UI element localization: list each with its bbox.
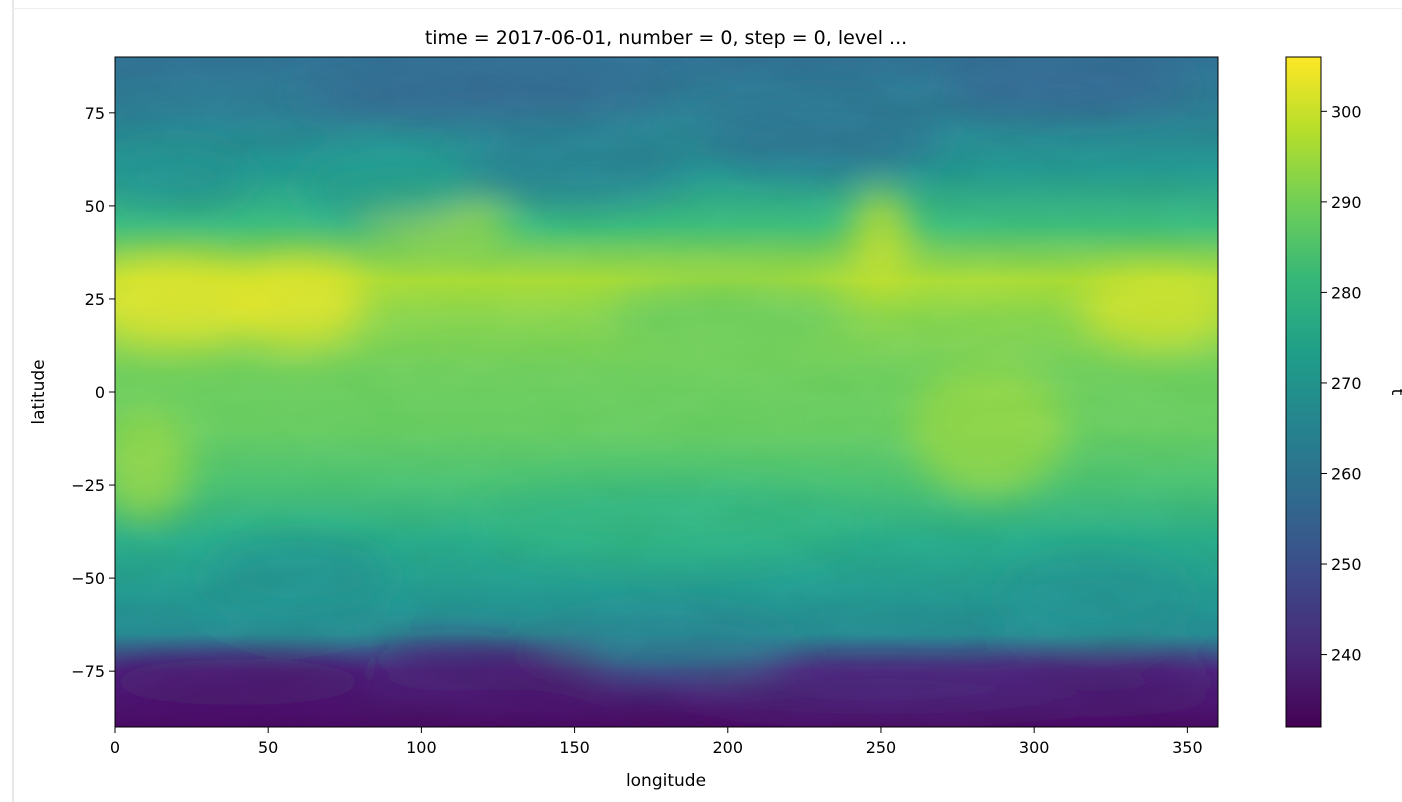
x-axis-ticks: 0 50 100 150 200 250 300 350 — [110, 727, 1203, 757]
y-tick-label: −75 — [71, 662, 105, 681]
heatmap-plot-area — [115, 57, 1218, 727]
colorbar-tick-label: 270 — [1331, 374, 1362, 393]
y-tick-label: 25 — [85, 290, 105, 309]
y-tick-label: −25 — [71, 476, 105, 495]
colorbar-label: t — [1387, 389, 1402, 396]
colorbar-tick-label: 300 — [1331, 102, 1362, 121]
colorbar-tick-label: 250 — [1331, 555, 1362, 574]
colorbar — [1285, 56, 1322, 728]
y-tick-label: 0 — [95, 383, 105, 402]
heatmap-texture — [115, 57, 1218, 727]
colorbar-ticks: 300 290 280 270 260 250 240 — [1321, 102, 1362, 665]
x-tick-label: 350 — [1172, 738, 1203, 757]
x-tick-label: 250 — [866, 738, 897, 757]
colorbar-tick-label: 290 — [1331, 193, 1362, 212]
x-tick-label: 200 — [713, 738, 744, 757]
y-axis-ticks: 75 50 25 0 −25 −50 −75 — [71, 104, 115, 681]
x-tick-label: 300 — [1019, 738, 1050, 757]
x-tick-label: 50 — [258, 738, 278, 757]
y-axis-label: latitude — [29, 359, 49, 424]
chart-title: time = 2017-06-01, number = 0, step = 0,… — [425, 27, 907, 49]
y-tick-label: 50 — [85, 197, 105, 216]
notebook-cell-border — [12, 0, 14, 802]
y-tick-label: 75 — [85, 104, 105, 123]
colorbar-tick-label: 260 — [1331, 464, 1362, 483]
notebook-cell-topline — [12, 8, 1402, 9]
x-tick-label: 150 — [559, 738, 590, 757]
colorbar-tick-label: 280 — [1331, 283, 1362, 302]
colorbar-tick-label: 240 — [1331, 646, 1362, 665]
x-axis-label: longitude — [626, 771, 706, 791]
x-tick-label: 100 — [406, 738, 437, 757]
x-tick-label: 0 — [110, 738, 120, 757]
y-tick-label: −50 — [71, 569, 105, 588]
